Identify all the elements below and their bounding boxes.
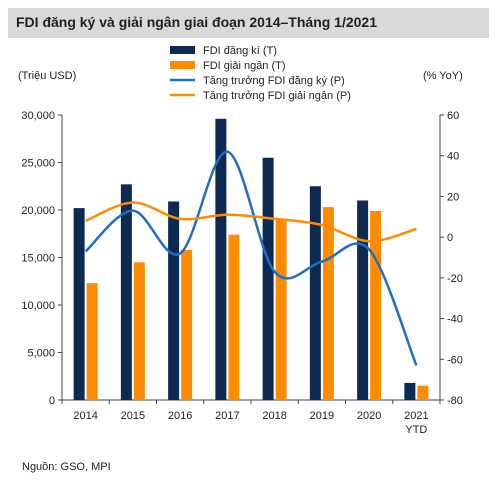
left-tick-label: 20,000: [21, 205, 55, 217]
source-note: Nguồn: GSO, MPI: [22, 461, 111, 473]
left-tick-label: 15,000: [21, 253, 55, 265]
line-growth-disbursed: [85, 201, 417, 243]
right-tick-label: 40: [447, 151, 459, 163]
bar-fdi-registered: [309, 186, 321, 400]
right-tick-label: 20: [447, 191, 459, 203]
bar-fdi-registered: [215, 118, 227, 401]
right-tick-label: -40: [447, 314, 463, 326]
bar-fdi-disbursed: [417, 385, 429, 400]
bar-fdi-disbursed: [370, 210, 382, 400]
chart-title: FDI đăng ký và giải ngân giai đoạn 2014–…: [8, 8, 489, 38]
bar-fdi-disbursed: [228, 234, 240, 400]
bar-fdi-registered: [120, 184, 132, 400]
x-tick-label: 2020: [357, 410, 381, 422]
legend-label: Tăng trưởng FDI đăng ký (P): [203, 75, 345, 87]
bar-fdi-registered: [357, 200, 369, 400]
bar-fdi-disbursed: [86, 283, 98, 400]
left-tick-label: 30,000: [21, 110, 55, 122]
legend-swatch: [170, 46, 195, 54]
legend-label: Tăng trưởng FDI giải ngân (P): [203, 90, 351, 102]
right-tick-label: -80: [447, 395, 463, 407]
left-tick-label: 10,000: [21, 300, 55, 312]
bar-fdi-registered: [262, 157, 274, 400]
x-tick-label: 2014: [73, 410, 97, 422]
left-axis-unit: (Triệu USD): [18, 70, 77, 82]
x-tick-label: 2015: [121, 410, 145, 422]
left-tick-label: 25,000: [21, 158, 55, 170]
bar-fdi-disbursed: [275, 218, 287, 400]
line-growth-registered: [84, 150, 418, 366]
right-tick-label: -60: [447, 354, 463, 366]
x-tick-label: 2021: [404, 410, 428, 422]
bar-fdi-registered: [168, 201, 180, 400]
left-tick-label: 5,000: [27, 348, 55, 360]
right-tick-label: 60: [447, 110, 459, 122]
right-tick-label: -20: [447, 273, 463, 285]
bar-fdi-registered: [404, 382, 416, 400]
legend-swatch: [170, 61, 195, 69]
legend-label: FDI đăng kí (T): [203, 45, 277, 57]
x-tick-label: 2016: [168, 410, 192, 422]
x-tick-label: 2017: [215, 410, 239, 422]
right-tick-label: 0: [447, 232, 453, 244]
x-tick-label: 2019: [310, 410, 334, 422]
bar-fdi-disbursed: [181, 249, 193, 400]
bar-fdi-disbursed: [322, 207, 334, 400]
left-tick-label: 0: [49, 395, 55, 407]
legend-label: FDI giải ngân (T): [203, 60, 286, 72]
bar-fdi-registered: [73, 208, 85, 400]
right-axis-unit: (% YoY): [423, 70, 463, 82]
x-tick-sublabel: YTD: [405, 424, 427, 436]
x-tick-label: 2018: [262, 410, 286, 422]
bar-fdi-disbursed: [133, 262, 145, 400]
